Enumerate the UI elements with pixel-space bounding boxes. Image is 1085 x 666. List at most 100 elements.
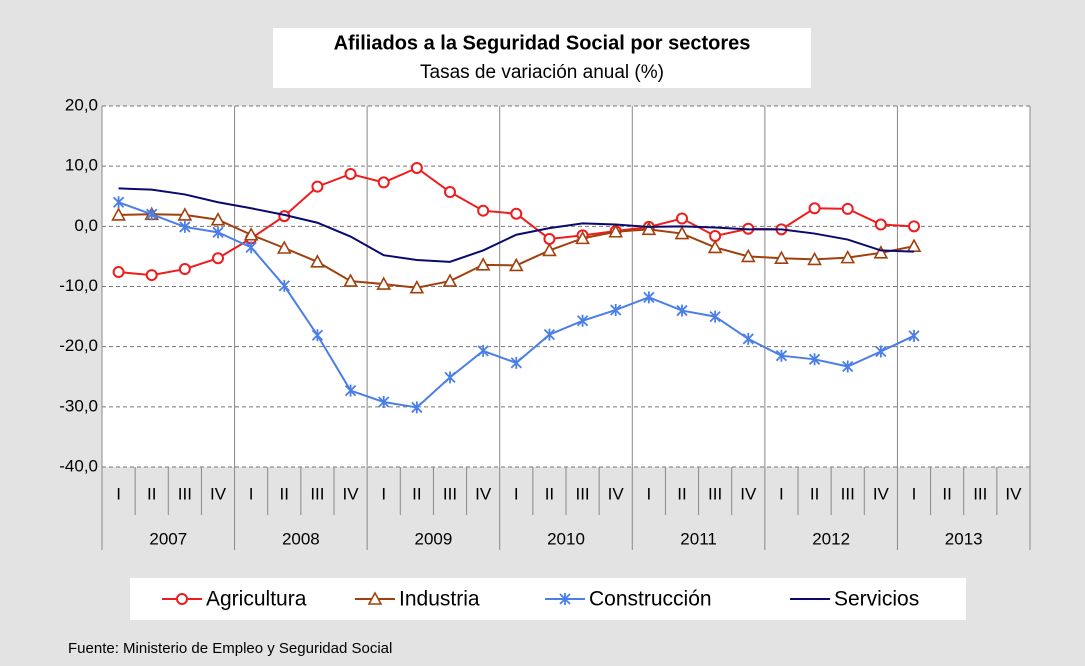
series-line <box>118 187 915 263</box>
chart-subtitle: Tasas de variación anual (%) <box>420 62 664 83</box>
data-point <box>146 208 158 221</box>
legend-marker <box>559 593 571 605</box>
y-tick-label: 20,0 <box>65 95 98 114</box>
y-tick-label: -40,0 <box>59 456 98 475</box>
data-point <box>344 384 357 397</box>
data-point <box>310 254 325 268</box>
x-tick-label: II <box>810 484 819 503</box>
data-point <box>510 207 523 220</box>
data-point <box>112 266 125 279</box>
data-point <box>442 273 458 287</box>
x-tick-label: I <box>912 484 917 503</box>
data-point <box>409 280 425 294</box>
data-point <box>212 226 224 239</box>
data-point <box>376 276 392 290</box>
legend-label: Servicios <box>834 588 919 611</box>
data-point <box>709 310 721 323</box>
data-point <box>276 240 292 254</box>
data-point <box>542 242 557 257</box>
year-label: 2010 <box>547 529 585 548</box>
x-tick-label: I <box>646 484 651 503</box>
data-point <box>841 202 854 215</box>
y-tick-label: -10,0 <box>59 276 98 295</box>
data-point <box>576 314 589 327</box>
data-point <box>874 218 887 231</box>
data-point <box>709 229 722 242</box>
data-point <box>742 332 754 345</box>
data-point <box>410 161 423 174</box>
data-point <box>807 251 822 266</box>
year-label: 2011 <box>680 529 717 548</box>
x-tick-label: IV <box>608 484 625 503</box>
data-point <box>145 269 158 282</box>
data-point <box>808 202 821 215</box>
x-tick-label: III <box>708 484 722 503</box>
x-tick-label: I <box>381 484 386 503</box>
legend-marker <box>367 591 383 605</box>
x-tick-label: IV <box>475 484 492 503</box>
data-point <box>740 248 756 263</box>
data-point <box>111 207 126 221</box>
data-point <box>674 225 690 240</box>
data-point <box>477 204 490 217</box>
x-tick-label: III <box>575 484 589 503</box>
data-point <box>444 371 456 384</box>
data-point <box>908 220 920 233</box>
y-tick-label: -30,0 <box>59 396 98 415</box>
legend-label: Industria <box>399 588 480 611</box>
x-tick-label: II <box>147 484 156 503</box>
data-point <box>210 212 226 226</box>
data-point <box>475 257 491 271</box>
data-point <box>177 207 193 221</box>
x-tick-label: II <box>280 484 289 503</box>
data-point <box>311 180 324 193</box>
data-point <box>508 257 524 272</box>
data-point <box>477 344 489 357</box>
x-tick-label: I <box>514 484 519 503</box>
data-point <box>377 176 390 189</box>
data-point <box>610 303 622 316</box>
x-tick-label: IV <box>740 484 757 503</box>
data-point <box>842 360 854 373</box>
x-tick-label: II <box>545 484 554 503</box>
year-label: 2007 <box>149 529 187 548</box>
data-point <box>510 356 522 369</box>
x-tick-label: IV <box>343 484 360 503</box>
data-point <box>676 212 688 225</box>
x-tick-label: IV <box>210 484 227 503</box>
x-tick-label: III <box>310 484 324 503</box>
y-tick-label: 10,0 <box>65 156 98 175</box>
x-tick-label: II <box>942 484 951 503</box>
data-point <box>775 349 788 362</box>
data-point <box>543 328 556 341</box>
data-point <box>676 304 688 317</box>
y-tick-label: 0,0 <box>74 216 98 235</box>
data-point <box>344 167 357 180</box>
x-tick-label: IV <box>873 484 890 503</box>
data-point <box>179 220 191 233</box>
year-label: 2009 <box>415 529 453 548</box>
chart-title: Afiliados a la Seguridad Social por sect… <box>334 32 751 54</box>
data-point <box>243 227 259 241</box>
data-point <box>643 291 655 304</box>
legend-label: Agricultura <box>206 588 307 611</box>
data-point <box>873 245 889 259</box>
x-tick-label: II <box>412 484 421 503</box>
legend-label: Construcción <box>589 588 712 611</box>
data-point <box>608 224 624 238</box>
x-tick-label: I <box>249 484 254 503</box>
data-point <box>774 250 789 265</box>
legend-marker <box>176 593 188 605</box>
year-label: 2013 <box>945 529 983 548</box>
title-box <box>273 28 811 88</box>
y-tick-label: -20,0 <box>59 336 98 355</box>
year-label: 2012 <box>812 529 850 548</box>
source-note: Fuente: Ministerio de Empleo y Seguridad… <box>68 640 392 657</box>
data-point <box>875 345 887 358</box>
data-point <box>707 239 723 254</box>
data-point <box>212 252 224 265</box>
x-tick-label: III <box>443 484 457 503</box>
data-point <box>840 249 856 264</box>
data-point <box>808 353 821 366</box>
